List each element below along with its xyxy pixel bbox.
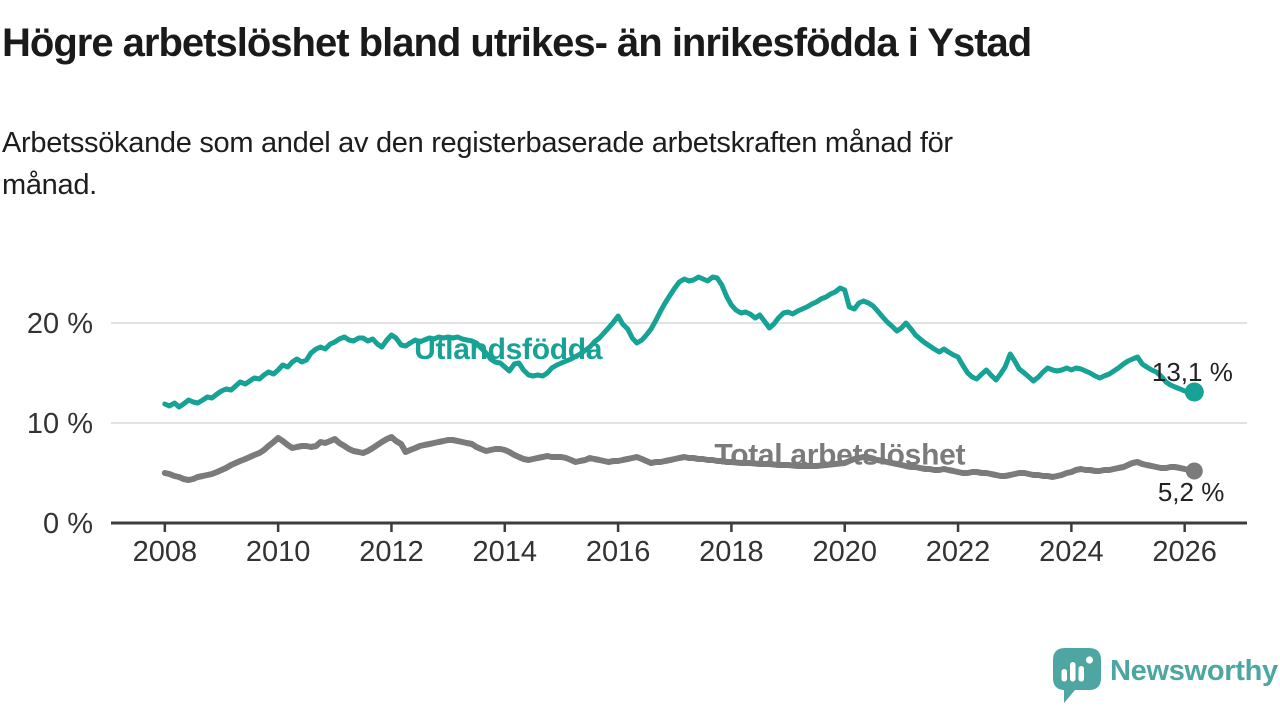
logo-exclamation-dot	[1085, 656, 1094, 664]
logo-speech-bubble	[1053, 648, 1101, 703]
x-tick-label-2012: 2012	[359, 536, 424, 568]
x-tick-label-2008: 2008	[133, 536, 198, 568]
x-tick-label-2010: 2010	[246, 536, 311, 568]
x-tick-label-2016: 2016	[586, 536, 651, 568]
y-tick-label-0: 0 %	[43, 508, 93, 540]
newsworthy-logo: Newsworthy	[1053, 648, 1278, 704]
chart-subtitle-line2: månad.	[2, 169, 97, 202]
series-end-dot-0	[1184, 382, 1204, 402]
x-tick-label-2018: 2018	[699, 536, 764, 568]
newsworthy-logo-icon	[1053, 648, 1101, 703]
series-end-dot-1	[1185, 462, 1203, 480]
series-label-0: Utlandsfödda	[414, 333, 603, 366]
x-tick-label-2022: 2022	[926, 536, 991, 568]
series-line-0	[162, 274, 1197, 410]
y-tick-label-10: 10 %	[27, 408, 93, 440]
x-tick-label-2024: 2024	[1039, 536, 1104, 568]
x-tick-label-2026: 2026	[1152, 536, 1217, 568]
logo-bar-1	[1061, 669, 1067, 682]
series-line-1	[161, 434, 1198, 483]
y-tick-label-20: 20 %	[27, 308, 93, 340]
newsworthy-logo-text: Newsworthy	[1110, 654, 1278, 687]
series-end-value-1: 5,2 %	[1158, 477, 1225, 507]
logo-bar-3	[1078, 666, 1084, 682]
series-end-value-0: 13,1 %	[1152, 357, 1233, 387]
chart-subtitle: Arbetssökande som andel av den registerb…	[2, 122, 1202, 206]
page-title: Högre arbetslöshet bland utrikes- än inr…	[2, 21, 1032, 65]
x-tick-label-2020: 2020	[812, 536, 877, 568]
chart-subtitle-line1: Arbetssökande som andel av den registerb…	[2, 127, 953, 159]
logo-bar-2	[1070, 662, 1076, 682]
x-tick-label-2014: 2014	[473, 536, 538, 568]
series-label-1: Total arbetslöshet	[714, 439, 965, 472]
